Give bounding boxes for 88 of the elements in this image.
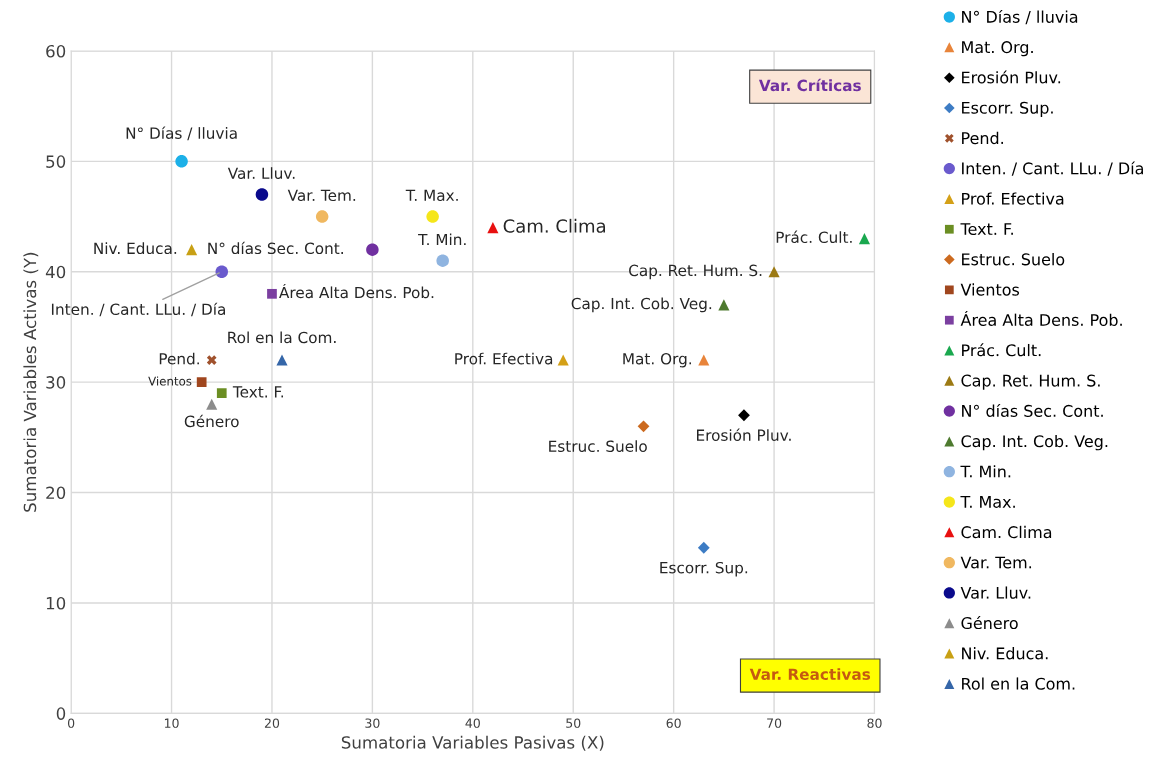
legend-label: Inten. / Cant. LLu. / Día — [962, 161, 1143, 176]
point — [276, 354, 288, 366]
legend-label: Cam. Clima — [961, 525, 1052, 539]
point — [768, 266, 780, 278]
y-tick-label: 60 — [46, 44, 66, 58]
text: T. Max. — [405, 189, 458, 202]
legend-label: Var. Lluv. — [960, 586, 1031, 599]
point — [426, 210, 439, 223]
legend-label: Cap. Int. Cob. Veg. — [961, 434, 1108, 451]
text: Área Alta Dens. Pob. — [279, 283, 434, 299]
legend-label: Text. F. — [960, 223, 1013, 236]
point — [557, 354, 569, 366]
legend-label: Pend. — [962, 131, 1004, 145]
text: Rol en la Com. — [228, 331, 336, 344]
legend-label: Var. Tem. — [960, 556, 1032, 569]
text: Cap. Ret. Hum. S. — [629, 264, 762, 280]
text: Var. Tem. — [287, 189, 356, 202]
text: Estruc. Suelo — [549, 440, 647, 453]
point — [206, 398, 218, 410]
point — [637, 420, 650, 433]
text: N° días Sec. Cont. — [208, 241, 343, 255]
x-tick-label: 80 — [867, 718, 882, 728]
legend-label: Estruc. Suelo — [962, 253, 1065, 266]
point — [186, 244, 198, 256]
point — [215, 265, 229, 278]
x-tick-label: 60 — [666, 718, 681, 728]
x-tick-label: 20 — [264, 718, 280, 728]
legend-label: Vientos — [960, 283, 1020, 296]
point — [738, 409, 750, 422]
text: Escorr. Sup. — [660, 561, 748, 577]
point — [216, 388, 227, 399]
point — [206, 355, 217, 365]
text: Pend. — [159, 352, 199, 365]
y-tick-label: 30 — [46, 376, 66, 389]
x-tick-label: 0 — [67, 718, 75, 728]
x-tick-label: 10 — [164, 718, 179, 728]
annotation: Var. Críticas — [758, 78, 861, 92]
y-tick-label: 40 — [45, 265, 66, 279]
text: Var. Lluv. — [227, 167, 295, 180]
point — [858, 233, 871, 245]
text: T. Min. — [418, 233, 466, 246]
point — [255, 188, 269, 201]
text: Prác. Cult. — [776, 230, 852, 244]
x-tick-label: 30 — [365, 718, 380, 728]
legend-label: N° días Sec. Cont. — [962, 403, 1103, 417]
legend-label: Rol en la Com. — [962, 677, 1075, 690]
text: Género — [184, 414, 239, 428]
legend-label: T. Max. — [960, 496, 1015, 508]
y-axis-title: Sumatoria Variables Activas (Y) — [23, 252, 39, 512]
x-tick-label: 70 — [767, 718, 782, 728]
legend-label: Erosión Pluv. — [962, 70, 1061, 84]
text: Cam. Clima — [503, 218, 606, 233]
text: Niv. Educa. — [94, 242, 177, 255]
x-tick-label: 50 — [566, 718, 581, 728]
point — [698, 354, 710, 366]
point — [366, 243, 379, 256]
point — [196, 377, 207, 387]
legend-label: Escorr. Sup. — [962, 101, 1053, 117]
point — [315, 210, 329, 223]
legend-label: Área Alta Dens. Pob. — [960, 311, 1122, 326]
annotation: Var. Reactivas — [749, 668, 871, 681]
y-tick-label: 20 — [46, 486, 66, 500]
point — [487, 222, 499, 234]
legend-label: Género — [961, 616, 1018, 630]
text: Prof. Efectiva — [455, 352, 553, 365]
text: Inten. / Cant. LLu. / Día — [51, 302, 225, 317]
point — [175, 155, 188, 168]
legend-label: Prác. Cult. — [962, 343, 1041, 357]
y-tick-label: 50 — [46, 155, 66, 168]
y-tick-label: 10 — [46, 596, 66, 610]
text: Erosión Pluv. — [697, 428, 791, 441]
text: Vientos — [148, 376, 192, 386]
legend-label: N° Días / lluvia — [962, 9, 1078, 25]
point — [267, 288, 277, 299]
legend-label: T. Min. — [960, 465, 1011, 478]
point — [697, 541, 710, 554]
y-tick-label: 0 — [56, 707, 66, 720]
x-tick-label: 40 — [465, 718, 480, 728]
legend-label: Prof. Efectiva — [962, 192, 1064, 205]
text: Text. F. — [232, 386, 284, 398]
x-axis-title: Sumatoria Variables Pasivas (X) — [341, 735, 604, 751]
point — [436, 254, 449, 267]
legend-label: Niv. Educa. — [962, 647, 1048, 660]
legend-label: Mat. Org. — [962, 41, 1033, 57]
text: N° Días / lluvia — [126, 126, 237, 141]
legend-label: Cap. Ret. Hum. S. — [961, 374, 1100, 390]
text: Mat. Org. — [623, 352, 692, 368]
text: Cap. Int. Cob. Veg. — [571, 297, 712, 313]
